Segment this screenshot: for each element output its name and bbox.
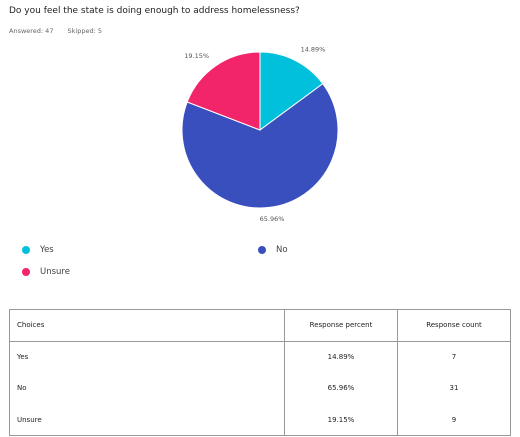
skipped-count: Skipped: 5 [67, 27, 102, 35]
table-header-row: Choices Response percent Response count [9, 309, 511, 342]
legend-item-yes[interactable]: Yes [22, 245, 54, 255]
header-response-count: Response count [397, 309, 511, 342]
count-cell: 31 [397, 372, 511, 404]
pie-slice-unsure[interactable] [186, 51, 261, 131]
legend-swatch-no [258, 246, 266, 254]
percent-cell: 19.15% [284, 404, 398, 436]
pie-label-no: 65.96% [260, 215, 285, 223]
count-cell: 7 [397, 341, 511, 373]
header-response-percent: Response percent [284, 309, 398, 342]
pie-slice-no[interactable] [181, 83, 339, 209]
legend-label-yes: Yes [40, 245, 54, 255]
choice-cell: Yes [9, 341, 285, 373]
header-choices: Choices [9, 309, 285, 342]
table-row: Unsure 19.15% 9 [9, 404, 511, 436]
table-row: Yes 14.89% 7 [9, 341, 511, 373]
pie-chart: 14.89% 65.96% 19.15% [181, 46, 339, 223]
answered-count: Answered: 47 [9, 27, 54, 35]
legend-label-no: No [276, 245, 288, 255]
percent-cell: 65.96% [284, 372, 398, 404]
pie-label-yes: 14.89% [301, 46, 326, 54]
choice-cell: No [9, 372, 285, 404]
legend-swatch-unsure [22, 268, 30, 276]
count-cell: 9 [397, 404, 511, 436]
table-row: No 65.96% 31 [9, 372, 511, 404]
percent-cell: 14.89% [284, 341, 398, 373]
legend-item-unsure[interactable]: Unsure [22, 267, 70, 277]
legend-label-unsure: Unsure [40, 267, 70, 277]
results-table: Choices Response percent Response count … [9, 309, 511, 436]
response-stats: Answered: 47 Skipped: 5 [9, 27, 102, 35]
legend-item-no[interactable]: No [258, 245, 288, 255]
pie-slice-yes[interactable] [259, 51, 324, 131]
legend-swatch-yes [22, 246, 30, 254]
pie-label-unsure: 19.15% [184, 52, 209, 60]
question-title: Do you feel the state is doing enough to… [9, 6, 300, 16]
choice-cell: Unsure [9, 404, 285, 436]
